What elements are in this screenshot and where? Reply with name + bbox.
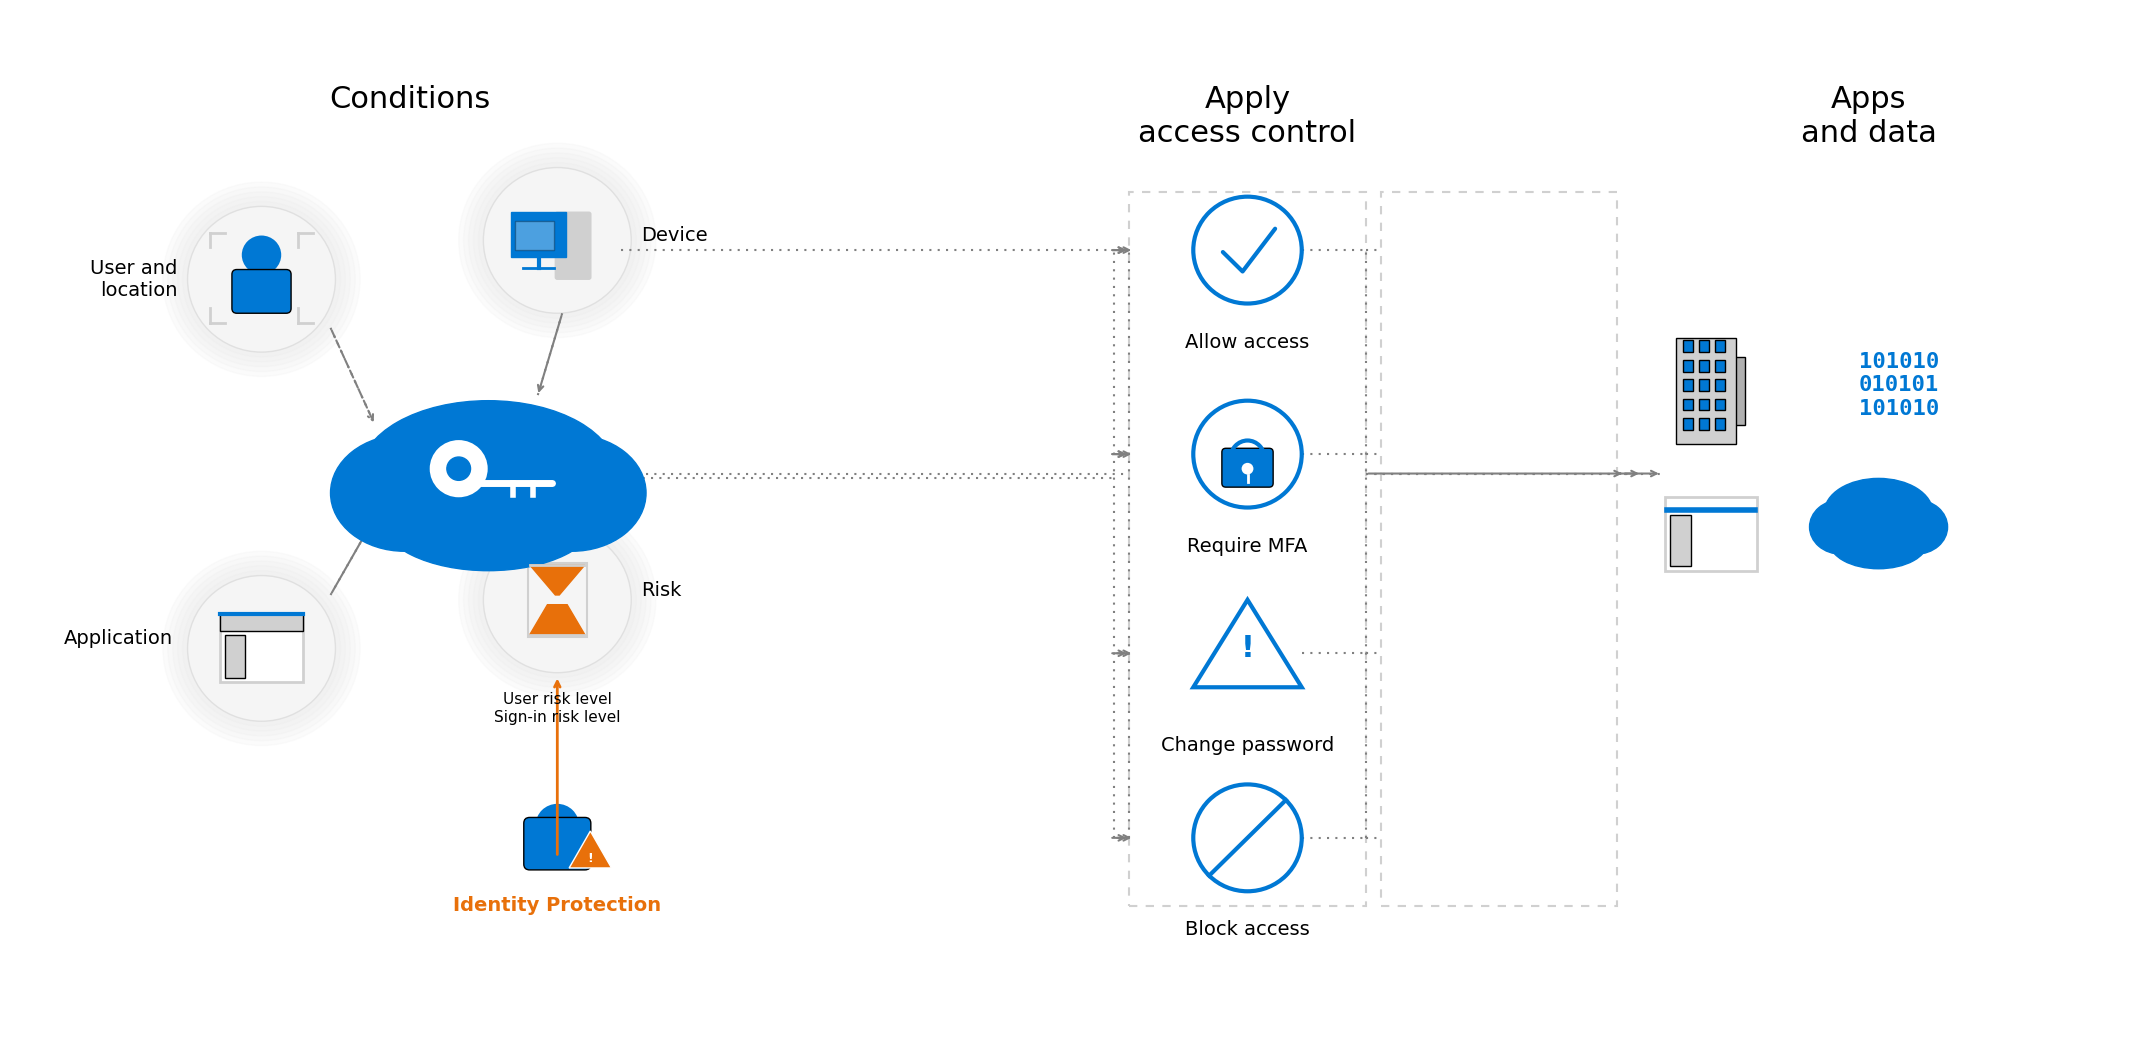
Circle shape <box>463 507 652 692</box>
FancyBboxPatch shape <box>1683 380 1694 391</box>
Circle shape <box>463 148 652 332</box>
Polygon shape <box>568 831 611 868</box>
Circle shape <box>536 804 579 847</box>
Text: 101010
010101
101010: 101010 010101 101010 <box>1859 352 1938 419</box>
Text: User and
location: User and location <box>90 259 178 300</box>
Polygon shape <box>530 605 585 634</box>
Circle shape <box>1194 785 1301 891</box>
Text: Allow access: Allow access <box>1186 332 1310 351</box>
FancyBboxPatch shape <box>1698 360 1709 371</box>
FancyBboxPatch shape <box>1715 380 1724 391</box>
Circle shape <box>167 557 356 741</box>
FancyBboxPatch shape <box>1683 341 1694 352</box>
FancyBboxPatch shape <box>232 269 292 313</box>
Ellipse shape <box>1810 500 1872 554</box>
Text: Device: Device <box>641 226 708 245</box>
Ellipse shape <box>1829 514 1927 569</box>
Ellipse shape <box>1885 500 1947 554</box>
Circle shape <box>474 158 641 323</box>
Text: Require MFA: Require MFA <box>1188 537 1308 555</box>
FancyBboxPatch shape <box>1670 515 1692 566</box>
Ellipse shape <box>1825 479 1932 546</box>
Circle shape <box>446 457 470 481</box>
Circle shape <box>182 570 341 726</box>
FancyBboxPatch shape <box>1222 448 1274 487</box>
FancyBboxPatch shape <box>1683 399 1694 410</box>
FancyBboxPatch shape <box>1677 338 1737 444</box>
Circle shape <box>474 518 641 683</box>
Text: User risk level
Sign-in risk level: User risk level Sign-in risk level <box>493 692 620 725</box>
FancyBboxPatch shape <box>1683 418 1694 430</box>
Ellipse shape <box>330 434 478 551</box>
Text: Change password: Change password <box>1160 735 1334 755</box>
Circle shape <box>1194 401 1301 507</box>
FancyBboxPatch shape <box>221 614 302 683</box>
Circle shape <box>431 442 487 495</box>
FancyBboxPatch shape <box>555 213 592 279</box>
Ellipse shape <box>379 464 596 570</box>
Polygon shape <box>1194 600 1301 687</box>
FancyBboxPatch shape <box>515 221 555 250</box>
Text: Risk: Risk <box>641 581 682 600</box>
Circle shape <box>167 187 356 371</box>
Circle shape <box>178 197 345 362</box>
Polygon shape <box>530 565 585 595</box>
Circle shape <box>459 503 656 697</box>
Circle shape <box>482 167 630 313</box>
Text: !: ! <box>587 852 594 865</box>
Text: Apps
and data: Apps and data <box>1801 85 1936 147</box>
FancyBboxPatch shape <box>1715 418 1724 430</box>
Ellipse shape <box>360 401 617 546</box>
FancyBboxPatch shape <box>1698 399 1709 410</box>
Text: Block access: Block access <box>1186 920 1310 939</box>
Circle shape <box>242 236 281 275</box>
Text: Conditions: Conditions <box>328 85 491 114</box>
Circle shape <box>478 163 637 318</box>
FancyBboxPatch shape <box>1664 497 1758 570</box>
FancyBboxPatch shape <box>221 614 302 631</box>
Circle shape <box>470 153 645 328</box>
Circle shape <box>178 566 345 731</box>
FancyBboxPatch shape <box>225 634 244 677</box>
Text: Apply
access control: Apply access control <box>1138 85 1357 147</box>
FancyBboxPatch shape <box>1722 357 1745 425</box>
Circle shape <box>174 191 349 367</box>
FancyBboxPatch shape <box>1683 360 1694 371</box>
FancyBboxPatch shape <box>1698 380 1709 391</box>
FancyBboxPatch shape <box>1715 360 1724 371</box>
Text: Application: Application <box>64 629 174 648</box>
FancyBboxPatch shape <box>1698 418 1709 430</box>
Ellipse shape <box>497 434 645 551</box>
Circle shape <box>174 561 349 735</box>
Text: !: ! <box>1241 634 1254 663</box>
Circle shape <box>482 527 630 672</box>
Circle shape <box>1194 197 1301 304</box>
Circle shape <box>470 512 645 687</box>
Circle shape <box>163 182 360 377</box>
FancyBboxPatch shape <box>1715 399 1724 410</box>
FancyBboxPatch shape <box>1715 341 1724 352</box>
FancyBboxPatch shape <box>510 213 566 257</box>
Circle shape <box>1241 463 1254 474</box>
Circle shape <box>182 202 341 357</box>
Circle shape <box>187 206 334 352</box>
Circle shape <box>187 575 334 722</box>
Text: Identity Protection: Identity Protection <box>452 896 660 915</box>
Circle shape <box>478 522 637 677</box>
Circle shape <box>459 143 656 338</box>
FancyBboxPatch shape <box>1698 341 1709 352</box>
Circle shape <box>163 551 360 746</box>
FancyBboxPatch shape <box>523 817 592 870</box>
